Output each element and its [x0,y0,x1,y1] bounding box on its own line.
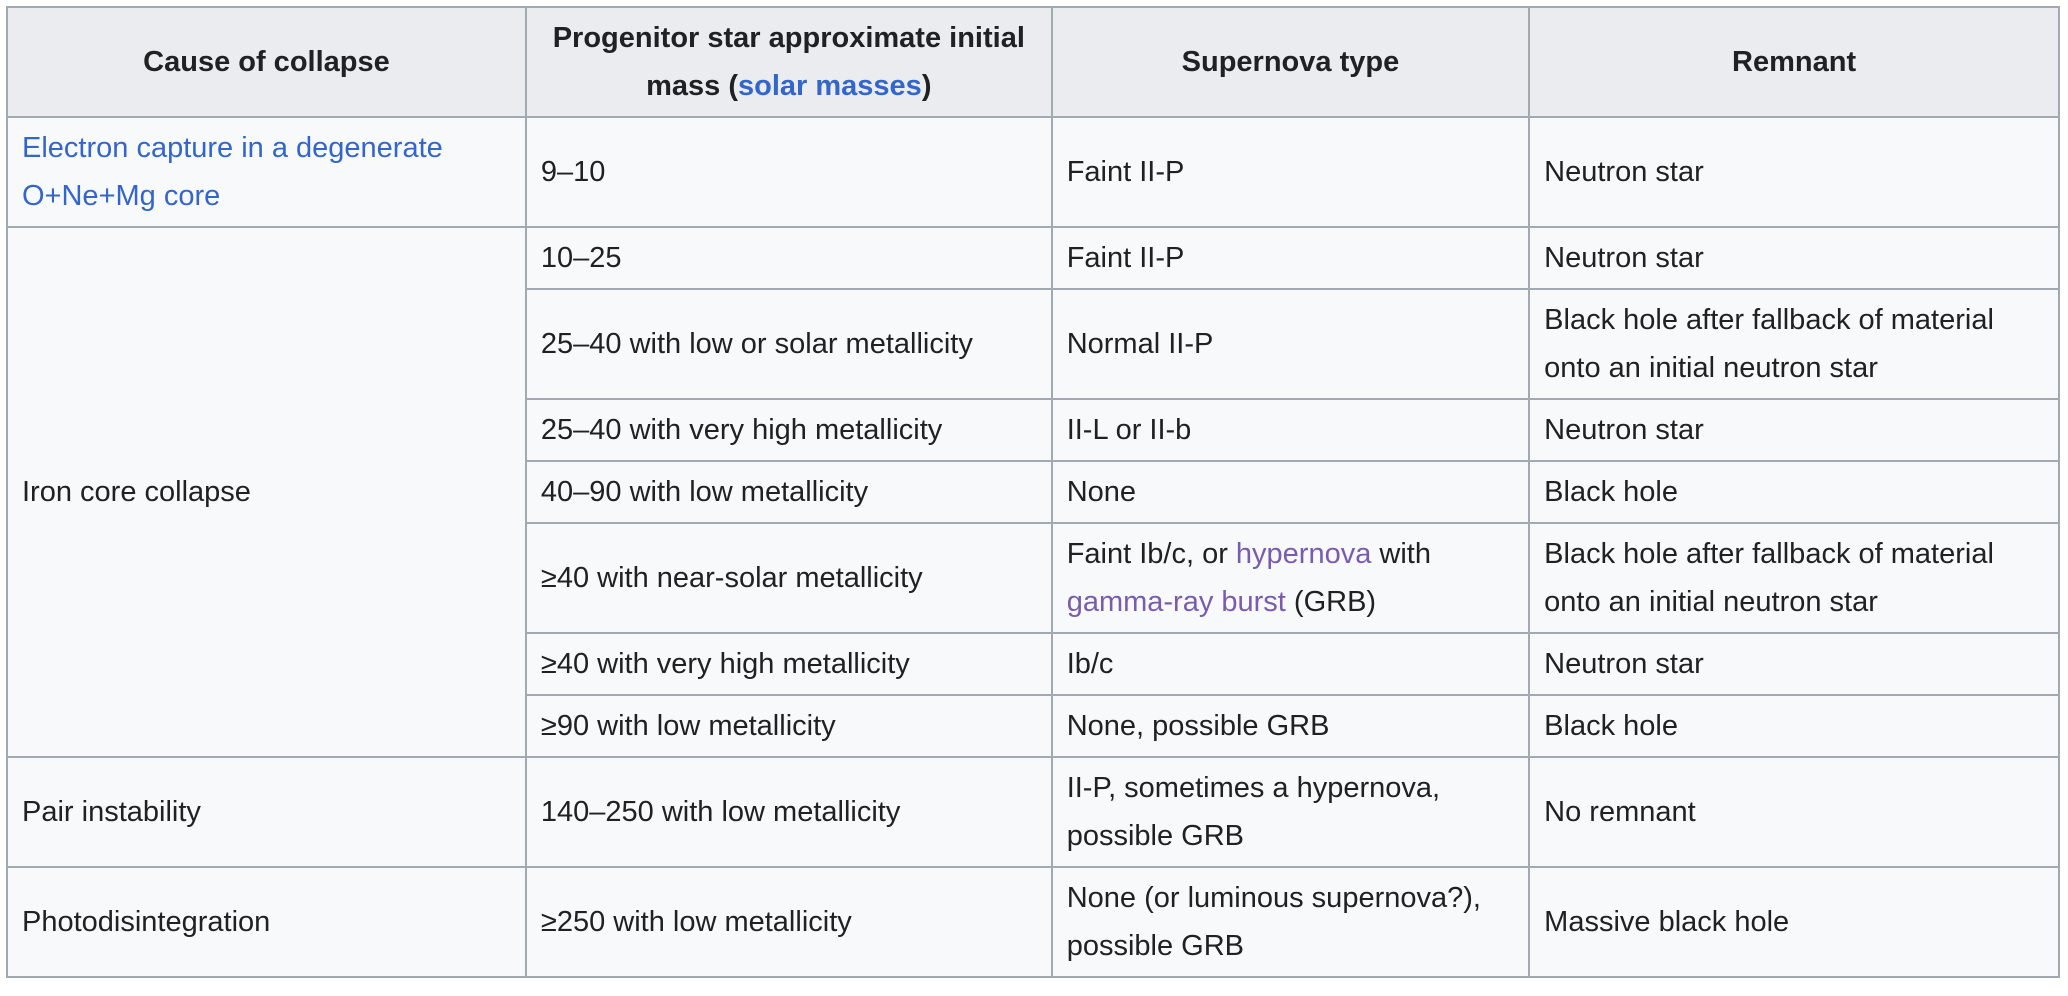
type-text: with [1371,538,1431,570]
cause-cell: Pair instability [6,756,527,868]
mass-cell: ≥40 with near-solar metallicity [524,522,1053,634]
table-row: Electron capture in a degenerate O+Ne+Mg… [6,116,2060,228]
table-row: 25–40 with very high metallicity II-L or… [7,398,2060,462]
remnant-cell: Black hole after fallback of material on… [1528,288,2060,400]
supernova-table: Cause of collapse Progenitor star approx… [6,6,2060,978]
type-cell: None, possible GRB [1050,694,1531,758]
gamma-ray-burst-link[interactable]: gamma-ray burst [1066,586,1286,618]
header-row: Cause of collapse Progenitor star approx… [6,6,2060,118]
type-cell: II-P, sometimes a hypernova, possible GR… [1050,756,1531,868]
mass-cell: 25–40 with very high metallicity [524,398,1053,462]
table-row: Iron core collapse 10–25 Faint II-P Neut… [6,226,2060,758]
mass-cell: ≥250 with low metallicity [524,866,1053,978]
remnant-cell: Black hole [1528,694,2060,758]
mass-cell: ≥90 with low metallicity [524,694,1053,758]
header-type: Supernova type [1050,6,1531,118]
remnant-cell: Neutron star [1528,398,2060,462]
header-cause: Cause of collapse [6,6,527,118]
remnant-cell: Neutron star [1528,632,2060,696]
header-remnant: Remnant [1528,6,2060,118]
mass-cell: ≥40 with very high metallicity [524,632,1053,696]
type-cell: Faint Ib/c, or hypernova with gamma-ray … [1050,522,1531,634]
hypernova-link[interactable]: hypernova [1235,538,1372,570]
cause-cell: Electron capture in a degenerate O+Ne+Mg… [6,116,527,228]
mass-cell: 140–250 with low metallicity [524,756,1053,868]
header-mass: Progenitor star approximate initial mass… [524,6,1053,118]
remnant-cell: Black hole after fallback of material on… [1528,522,2060,634]
type-text: Faint Ib/c, or [1066,538,1236,570]
type-text: (GRB) [1285,586,1377,618]
remnant-cell: Massive black hole [1528,866,2060,978]
type-cell: None [1050,460,1531,524]
remnant-cell: Neutron star [1528,226,2060,290]
solar-masses-link[interactable]: solar masses [738,70,922,102]
electron-capture-link[interactable]: Electron capture in a degenerate O+Ne+Mg… [22,132,443,212]
table-row: Pair instability 140–250 with low metall… [6,756,2060,868]
type-cell: II-L or II-b [1050,398,1531,462]
mass-cell: 40–90 with low metallicity [524,460,1053,524]
mass-cell: 9–10 [524,116,1053,228]
cause-cell: Photodisintegration [6,866,527,978]
type-cell: None (or luminous supernova?), possible … [1050,866,1531,978]
table-row: ≥90 with low metallicity None, possible … [7,694,2060,758]
remnant-cell: Neutron star [1528,116,2060,228]
table-row: 25–40 with low or solar metallicity Norm… [7,288,2060,400]
header-mass-prefix: Progenitor star approximate initial mass… [552,22,1025,102]
table-row: Photodisintegration ≥250 with low metall… [6,866,2060,978]
remnant-cell: No remnant [1528,756,2060,868]
table-row: ≥40 with near-solar metallicity Faint Ib… [7,522,2060,634]
header-mass-suffix: ) [921,70,932,102]
type-cell: Normal II-P [1050,288,1531,400]
table-row: ≥40 with very high metallicity Ib/c Neut… [7,632,2060,696]
mass-cell: 10–25 [524,226,1053,290]
type-cell: Ib/c [1050,632,1531,696]
table-row: 40–90 with low metallicity None Black ho… [7,460,2060,524]
cause-cell: Iron core collapse [6,226,527,758]
type-cell: Faint II-P [1050,226,1531,290]
mass-cell: 25–40 with low or solar metallicity [524,288,1053,400]
remnant-cell: Black hole [1528,460,2060,524]
type-cell: Faint II-P [1050,116,1531,228]
